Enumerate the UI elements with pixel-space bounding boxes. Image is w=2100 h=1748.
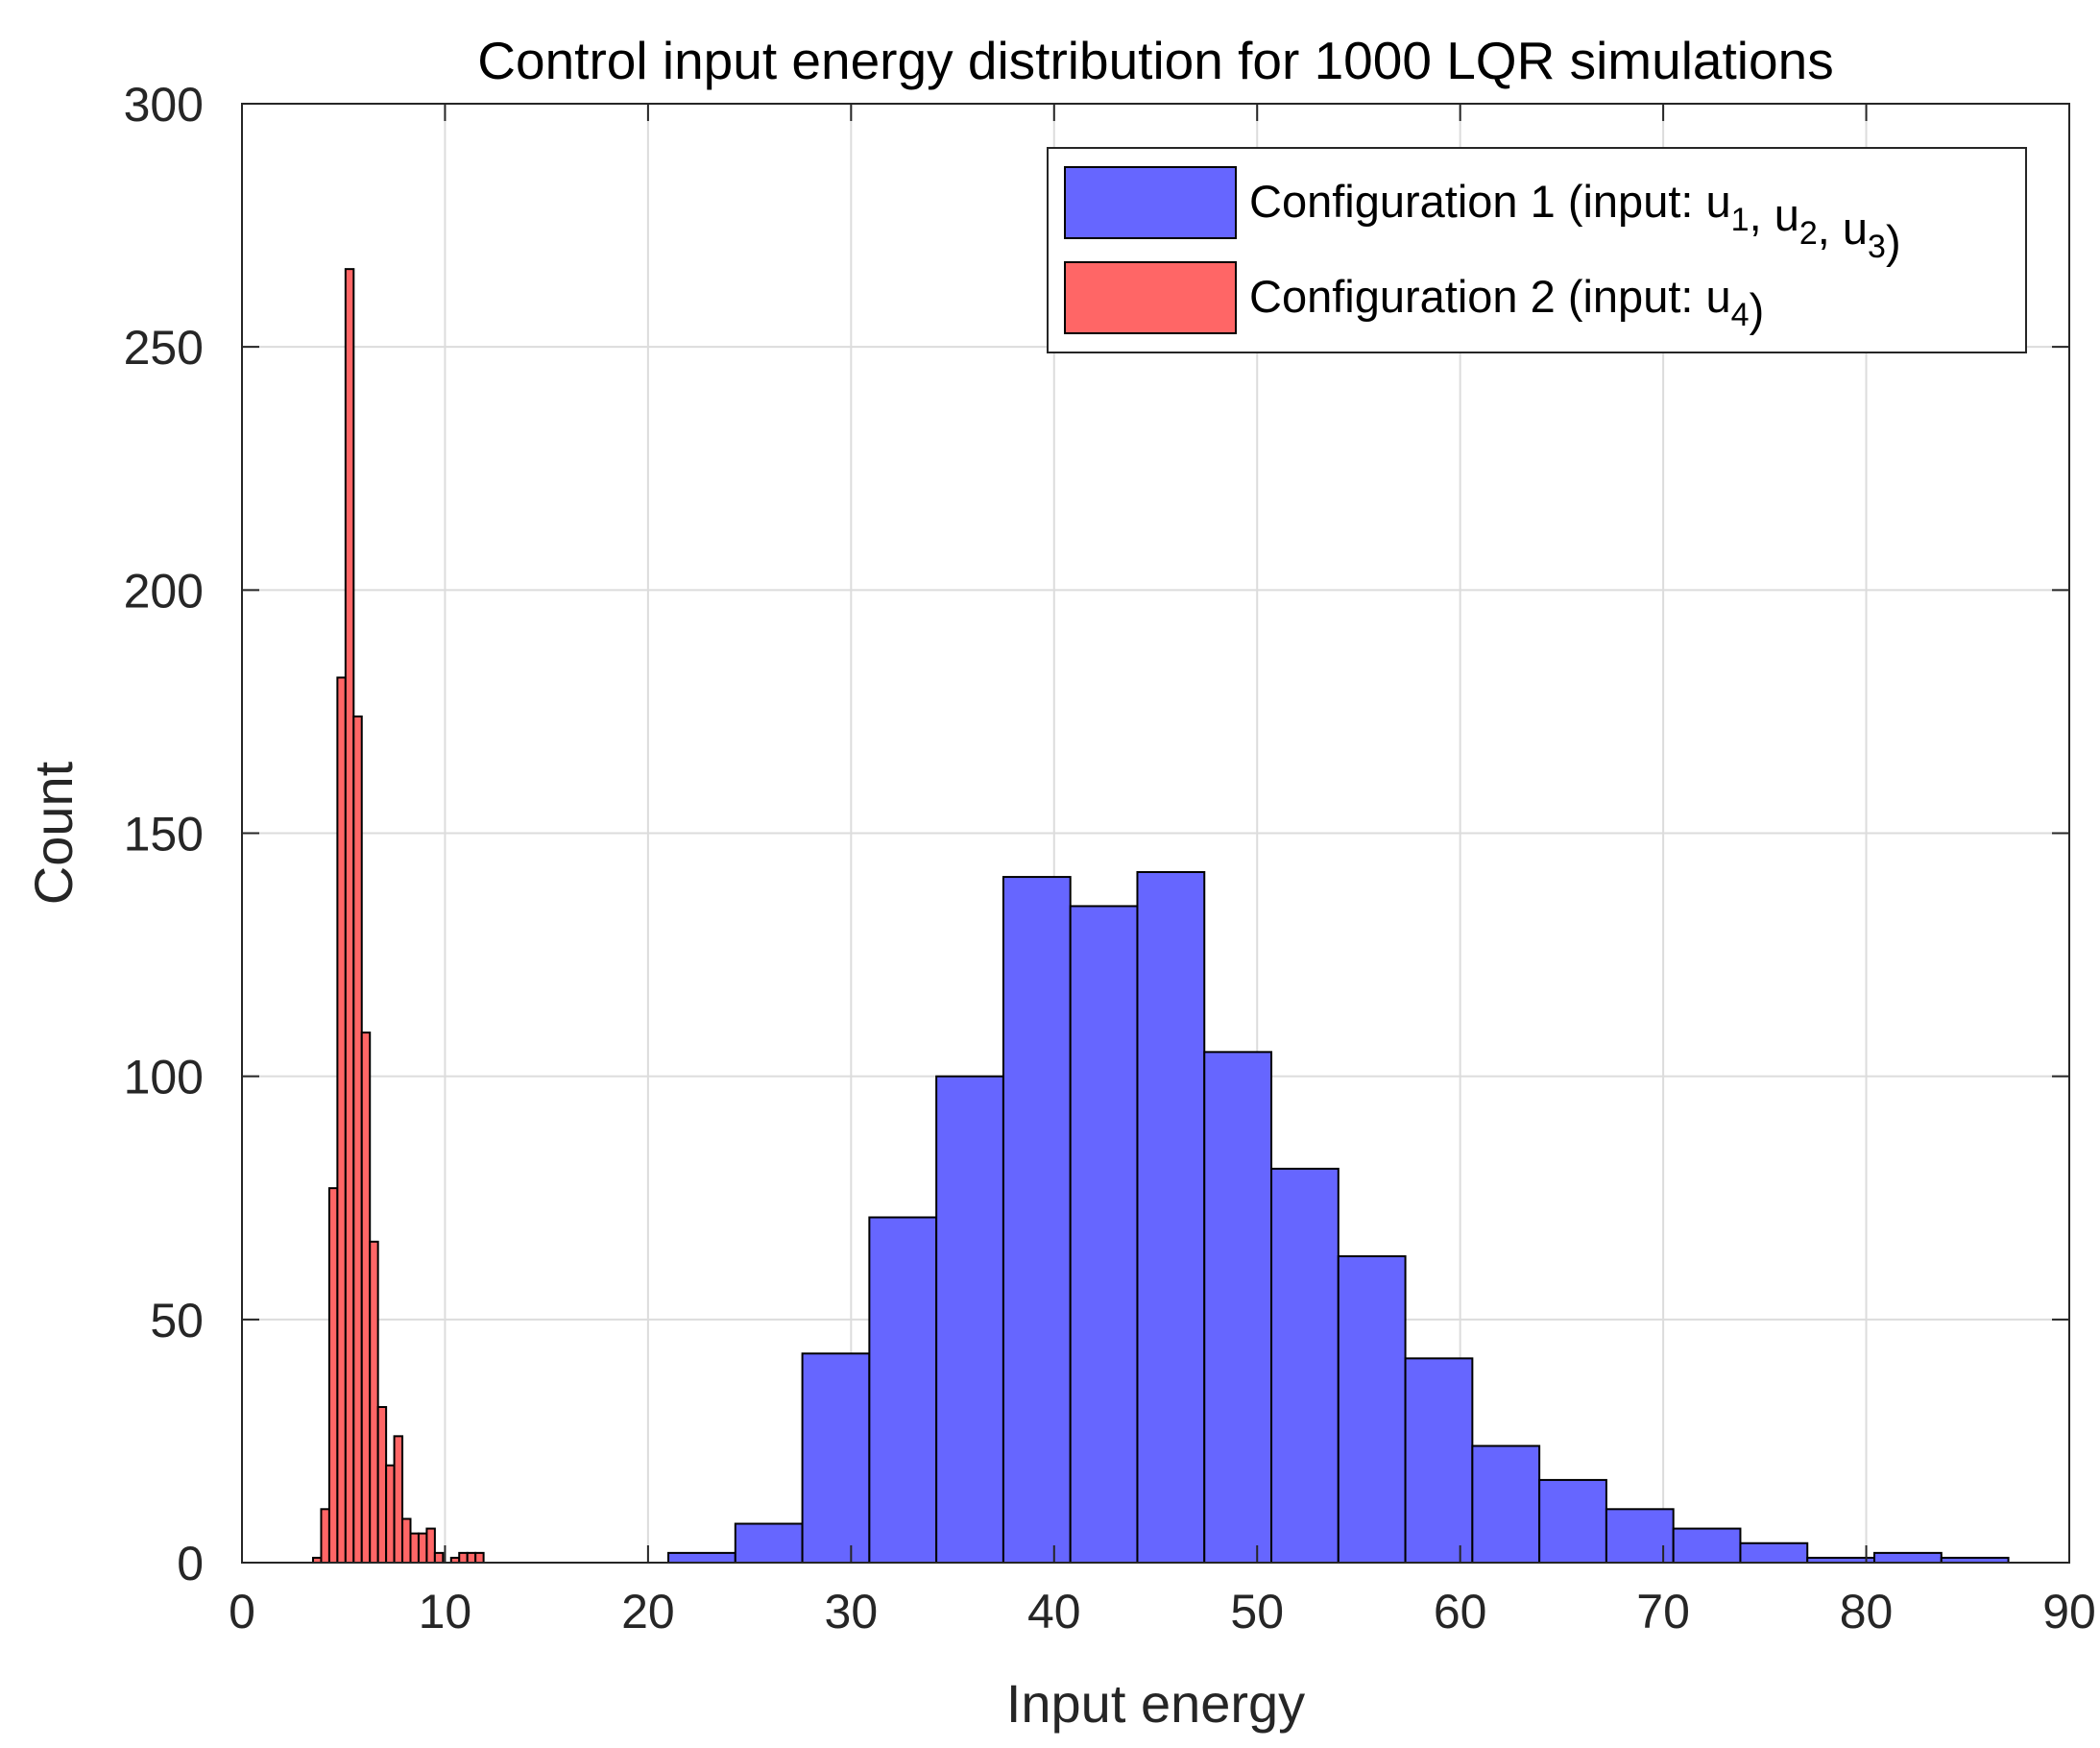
histogram-bar (1136, 871, 1206, 1564)
histogram-bar (1873, 1551, 1943, 1564)
histogram-bar (1739, 1542, 1809, 1565)
histogram-bar (667, 1551, 736, 1564)
histogram-bar (401, 1517, 412, 1565)
histogram-bar (417, 1532, 428, 1564)
y-tick-label: 50 (150, 1294, 204, 1347)
histogram-bar (327, 1187, 339, 1564)
legend-label-series-1: Configuration 1 (input: u1, u2, u3) (1249, 176, 1901, 267)
histogram-bar (1203, 1051, 1273, 1564)
x-tick-label: 20 (621, 1585, 675, 1639)
x-tick-label: 10 (419, 1585, 472, 1639)
histogram-bar (734, 1522, 804, 1564)
y-tick-label: 150 (124, 808, 204, 862)
histogram-bar (336, 676, 347, 1564)
histogram-bar (385, 1464, 396, 1564)
histogram-bar (935, 1075, 1004, 1564)
histogram-bar (352, 715, 363, 1564)
x-tick-label: 30 (825, 1585, 879, 1639)
chart-title: Control input energy distribution for 10… (477, 31, 1833, 90)
histogram-bar (1002, 876, 1072, 1564)
legend-swatch-series-2 (1064, 261, 1237, 334)
histogram-bar (474, 1551, 485, 1564)
histogram-bar (360, 1032, 372, 1564)
x-tick-label: 60 (1434, 1585, 1487, 1639)
x-tick-label: 70 (1636, 1585, 1690, 1639)
histogram-bar (1404, 1357, 1474, 1564)
legend-label-series-2: Configuration 2 (input: u4) (1249, 271, 1764, 335)
histogram-bar (344, 268, 355, 1564)
y-axis-label: Count (23, 761, 84, 905)
y-tick-label: 300 (124, 78, 204, 132)
x-tick-labels: 0 10 20 30 40 50 60 70 80 90 (229, 1585, 2096, 1639)
x-tick-label: 80 (1840, 1585, 1894, 1639)
histogram-bar (466, 1551, 477, 1564)
histogram-bar (1672, 1527, 1742, 1564)
histogram-bar (801, 1352, 871, 1564)
series-1-bars (667, 871, 2010, 1565)
histogram-bar (458, 1551, 469, 1564)
x-tick-label: 90 (2042, 1585, 2096, 1639)
histogram-bar (376, 1405, 388, 1565)
x-tick-label: 0 (229, 1585, 255, 1639)
histogram-bar (1069, 905, 1139, 1564)
axis-ticks (241, 103, 2070, 1564)
y-tick-label: 0 (177, 1537, 204, 1590)
legend: Configuration 1 (input: u1, u2, u3) Conf… (1047, 147, 2027, 353)
y-tick-labels: 0 50 100 150 200 250 300 (124, 78, 204, 1590)
x-tick-label: 50 (1230, 1585, 1284, 1639)
histogram-bar (393, 1435, 404, 1565)
y-tick-label: 250 (124, 321, 204, 375)
histogram-bar (1337, 1255, 1407, 1564)
y-tick-label: 100 (124, 1051, 204, 1105)
histogram-bar (433, 1551, 445, 1564)
histogram-bar (868, 1216, 938, 1564)
histogram-bar (1270, 1167, 1340, 1564)
histogram-bar (369, 1240, 379, 1564)
legend-swatch-series-1 (1064, 166, 1237, 239)
x-axis-label: Input energy (1006, 1673, 1305, 1734)
histogram-bar (1605, 1508, 1675, 1565)
histogram-bar (1538, 1478, 1607, 1565)
x-tick-label: 40 (1027, 1585, 1081, 1639)
histogram-bar (1471, 1445, 1541, 1564)
histogram-bar (320, 1508, 330, 1565)
histogram-bar (425, 1527, 436, 1564)
histogram-bar (409, 1532, 420, 1564)
y-tick-label: 200 (124, 564, 204, 618)
